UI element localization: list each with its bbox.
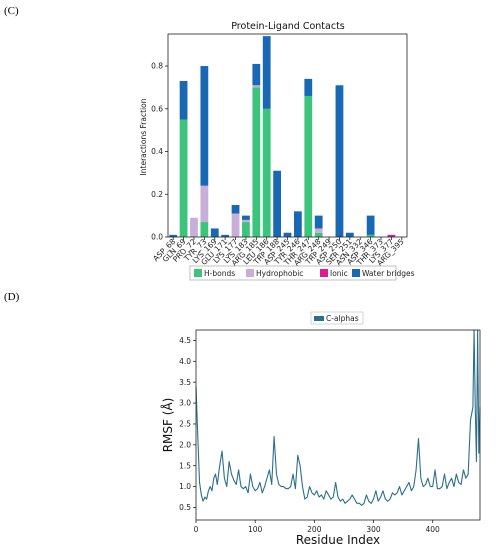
bar-arg-248-water-bridges (314, 215, 323, 229)
bar-asp-68-water-bridges (169, 234, 178, 237)
rmsf-y-tick-label: 2.0 (179, 440, 191, 449)
contacts-plot-frame (167, 33, 408, 238)
rmsf-legend: C-alphas (310, 311, 364, 325)
legend-label-ionic: Ionic (330, 269, 348, 278)
bar-arg-185-h-bonds (252, 87, 261, 237)
rmsf-y-tick-label: 4.0 (179, 357, 191, 366)
bar-pro-72-hydrophobic (190, 217, 198, 237)
bar-lys-183-water-bridges (242, 215, 250, 220)
rmsf-y-tick-label: 3.5 (179, 378, 191, 387)
contacts-y-axis-label: Interactions Fraction (139, 98, 148, 175)
bar-lys-183-hydrophobic (242, 219, 250, 223)
rmsf-legend-label: C-alphas (326, 314, 359, 323)
contacts-legend: H-bonds Hydrophobic Ionic Water bridges (189, 265, 415, 281)
contacts-y-tick-label: 0.8 (151, 62, 163, 71)
bar-arg-185-water-bridges (252, 63, 261, 86)
legend-swatch-h-bonds (194, 269, 202, 277)
contacts-y-tick-label: 0.0 (151, 233, 163, 242)
contacts-chart-title: Protein-Ligand Contacts (231, 21, 345, 32)
rmsf-y-tick-label: 4.5 (179, 336, 191, 345)
rmsf-y-ticks: 0.5 1.0 1.5 2.0 2.5 3.0 3.5 4.0 4.5 (179, 336, 196, 512)
bar-arg-185-hydrophobic (252, 85, 261, 88)
bar-leu-186-water-bridges (262, 36, 271, 109)
panel-d-label: (D) (4, 291, 20, 303)
contacts-y-ticks: 0.0 0.2 0.4 0.6 0.8 (151, 62, 168, 242)
contacts-bars (169, 36, 396, 237)
legend-label-h-bonds: H-bonds (204, 269, 235, 278)
bar-tyr-73-water-bridges (200, 66, 209, 186)
rmsf-x-tick-label: 0 (194, 525, 199, 534)
bar-leu-186-h-bonds (262, 108, 271, 237)
bar-tyr-73-hydrophobic (200, 185, 209, 223)
bar-tyr-246-water-bridges (293, 211, 302, 237)
bar-thr-247-h-bonds (304, 95, 313, 237)
rmsf-plot-frame (195, 329, 481, 521)
rmsf-y-tick-label: 0.5 (179, 503, 191, 512)
bar-lys-183-h-bonds (242, 222, 250, 237)
legend-swatch-ionic (320, 269, 328, 277)
rmsf-x-tick-label: 300 (366, 525, 381, 534)
rmsf-y-tick-label: 3.0 (179, 399, 191, 408)
rmsf-x-axis-label: Residue Index (296, 533, 380, 547)
contacts-legend-box (189, 265, 397, 281)
contacts-y-tick-label: 0.6 (151, 104, 163, 113)
rmsf-y-tick-label: 1.0 (179, 482, 191, 491)
bar-trp-188-water-bridges (273, 170, 281, 237)
bar-gln-69-water-bridges (179, 81, 188, 120)
bar-asp-250-water-bridges (335, 85, 344, 237)
contacts-x-ticks: ASP_68GLN_69PRO_72TYR_73LYS_169GLU_171LY… (151, 237, 406, 268)
bar-asp-346-water-bridges (366, 215, 375, 235)
bar-glu-171-water-bridges (221, 234, 230, 237)
legend-label-water-bridges: Water bridges (362, 269, 415, 278)
legend-swatch-water-bridges (352, 269, 360, 277)
rmsf-y-tick-label: 1.5 (179, 461, 191, 470)
panel-c-label: (C) (4, 5, 19, 17)
legend-label-hydrophobic: Hydrophobic (256, 269, 303, 278)
bar-tyr-73-h-bonds (200, 222, 209, 237)
bar-ser-251-water-bridges (345, 232, 354, 237)
contacts-y-tick-label: 0.2 (151, 190, 163, 199)
rmsf-legend-swatch (314, 316, 324, 321)
rmsf-x-tick-label: 200 (307, 525, 322, 534)
bar-thr-247-water-bridges (304, 78, 313, 96)
bar-gln-69-h-bonds (179, 119, 188, 237)
bar-arg-248-h-bonds (314, 232, 323, 237)
bar-asp-245-water-bridges (283, 232, 292, 237)
contacts-y-tick-label: 0.4 (151, 147, 163, 156)
rmsf-series-line-c-alphas (195, 329, 481, 506)
bar-lys-169-water-bridges (210, 228, 219, 237)
rmsf-x-ticks: 0 100 200 300 400 (194, 520, 440, 534)
bar-lys-177-hydrophobic (231, 213, 240, 237)
bar-lys-377-ionic (387, 234, 396, 237)
rmsf-y-axis-label: RMSF (Å) (160, 398, 175, 453)
rmsf-y-tick-label: 2.5 (179, 420, 191, 429)
rmsf-x-tick-label: 100 (248, 525, 263, 534)
legend-swatch-hydrophobic (246, 269, 254, 277)
bar-asp-346-h-bonds (366, 234, 375, 237)
rmsf-x-tick-label: 400 (426, 525, 441, 534)
bar-lys-177-water-bridges (231, 204, 240, 214)
bar-arg-248-hydrophobic (314, 228, 323, 233)
